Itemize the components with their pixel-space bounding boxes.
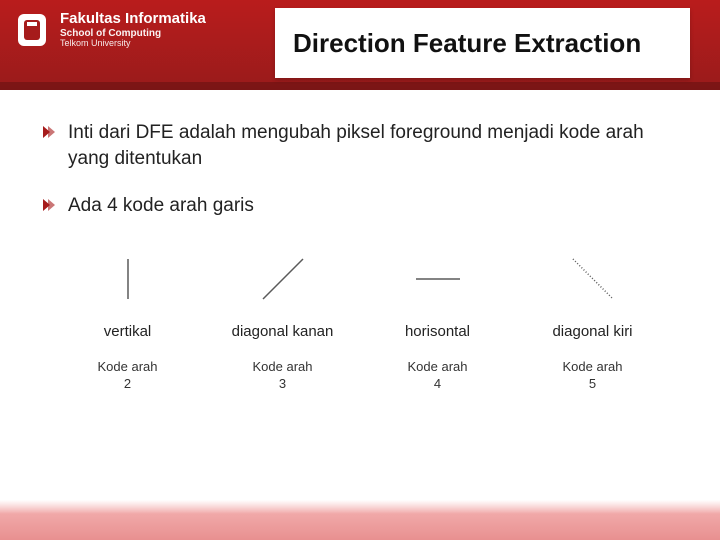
diagram-col-diag-right: diagonal kanan Kode arah 3 — [208, 249, 358, 393]
direction-code: Kode arah 5 — [563, 359, 623, 393]
vertical-line-icon — [98, 254, 158, 304]
bullet-text: Ada 4 kode arah garis — [68, 193, 254, 219]
diagram-col-vertical: vertikal Kode arah 2 — [53, 249, 203, 393]
line-preview — [88, 249, 168, 309]
direction-name: diagonal kiri — [552, 323, 632, 343]
line-preview — [398, 249, 478, 309]
diagonal-right-line-icon — [253, 254, 313, 304]
bullet-arrow-icon — [40, 197, 56, 213]
direction-name: horisontal — [405, 323, 470, 343]
horizontal-line-icon — [408, 254, 468, 304]
direction-name: vertikal — [104, 323, 152, 343]
direction-diagram: vertikal Kode arah 2 diagonal kanan Kode… — [40, 249, 680, 393]
bullet-text: Inti dari DFE adalah mengubah piksel for… — [68, 120, 680, 171]
logo-area: Fakultas Informatika School of Computing… — [0, 0, 218, 60]
bullet-arrow-icon — [40, 124, 56, 140]
diagonal-left-line-icon — [563, 254, 623, 304]
direction-code: Kode arah 4 — [408, 359, 468, 393]
university-logo-icon — [12, 10, 52, 50]
footer-bar — [0, 500, 720, 540]
header: Fakultas Informatika School of Computing… — [0, 0, 720, 90]
direction-name: diagonal kanan — [232, 323, 334, 343]
line-preview — [553, 249, 633, 309]
content-area: Inti dari DFE adalah mengubah piksel for… — [0, 90, 720, 393]
logo-text: Fakultas Informatika School of Computing… — [60, 11, 206, 48]
direction-code: Kode arah 2 — [98, 359, 158, 393]
diagram-col-diag-left: diagonal kiri Kode arah 5 — [518, 249, 668, 393]
bullet-item: Ada 4 kode arah garis — [40, 193, 680, 219]
diagram-col-horizontal: horisontal Kode arah 4 — [363, 249, 513, 393]
slide-title: Direction Feature Extraction — [275, 8, 690, 78]
bullet-item: Inti dari DFE adalah mengubah piksel for… — [40, 120, 680, 171]
faculty-name: Fakultas Informatika — [60, 11, 206, 28]
line-preview — [243, 249, 323, 309]
university-name: Telkom University — [60, 39, 206, 49]
direction-code: Kode arah 3 — [253, 359, 313, 393]
